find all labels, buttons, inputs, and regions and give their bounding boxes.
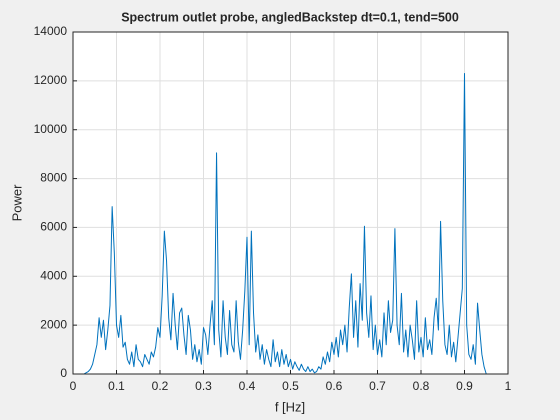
y-tick-label: 10000 [34, 122, 68, 136]
x-tick-label: 0.9 [456, 379, 473, 393]
x-tick-label: 0.8 [413, 379, 430, 393]
x-tick-label: 1 [505, 379, 512, 393]
spectrum-line [73, 73, 487, 375]
x-tick-label: 0.5 [282, 379, 299, 393]
x-tick-label: 0.2 [152, 379, 169, 393]
y-tick-label: 4000 [40, 268, 67, 282]
y-tick-label: 2000 [40, 317, 67, 331]
x-tick-label: 0 [70, 379, 77, 393]
y-tick-label: 0 [60, 366, 67, 380]
x-tick-label: 0.7 [369, 379, 386, 393]
y-axis-label: Power [9, 184, 24, 222]
axes-box [72, 31, 509, 375]
chart-title: Spectrum outlet probe, angledBackstep dt… [121, 10, 459, 24]
y-tick-label: 14000 [34, 24, 68, 38]
x-axis-label: f [Hz] [275, 399, 305, 414]
x-tick-label: 0.6 [326, 379, 343, 393]
y-tick-label: 8000 [40, 171, 67, 185]
x-tick-label: 0.4 [239, 379, 256, 393]
y-tick-label: 12000 [34, 73, 68, 87]
y-tick-label: 6000 [40, 220, 67, 234]
x-tick-label: 0.3 [195, 379, 212, 393]
x-tick-label: 0.1 [108, 379, 125, 393]
